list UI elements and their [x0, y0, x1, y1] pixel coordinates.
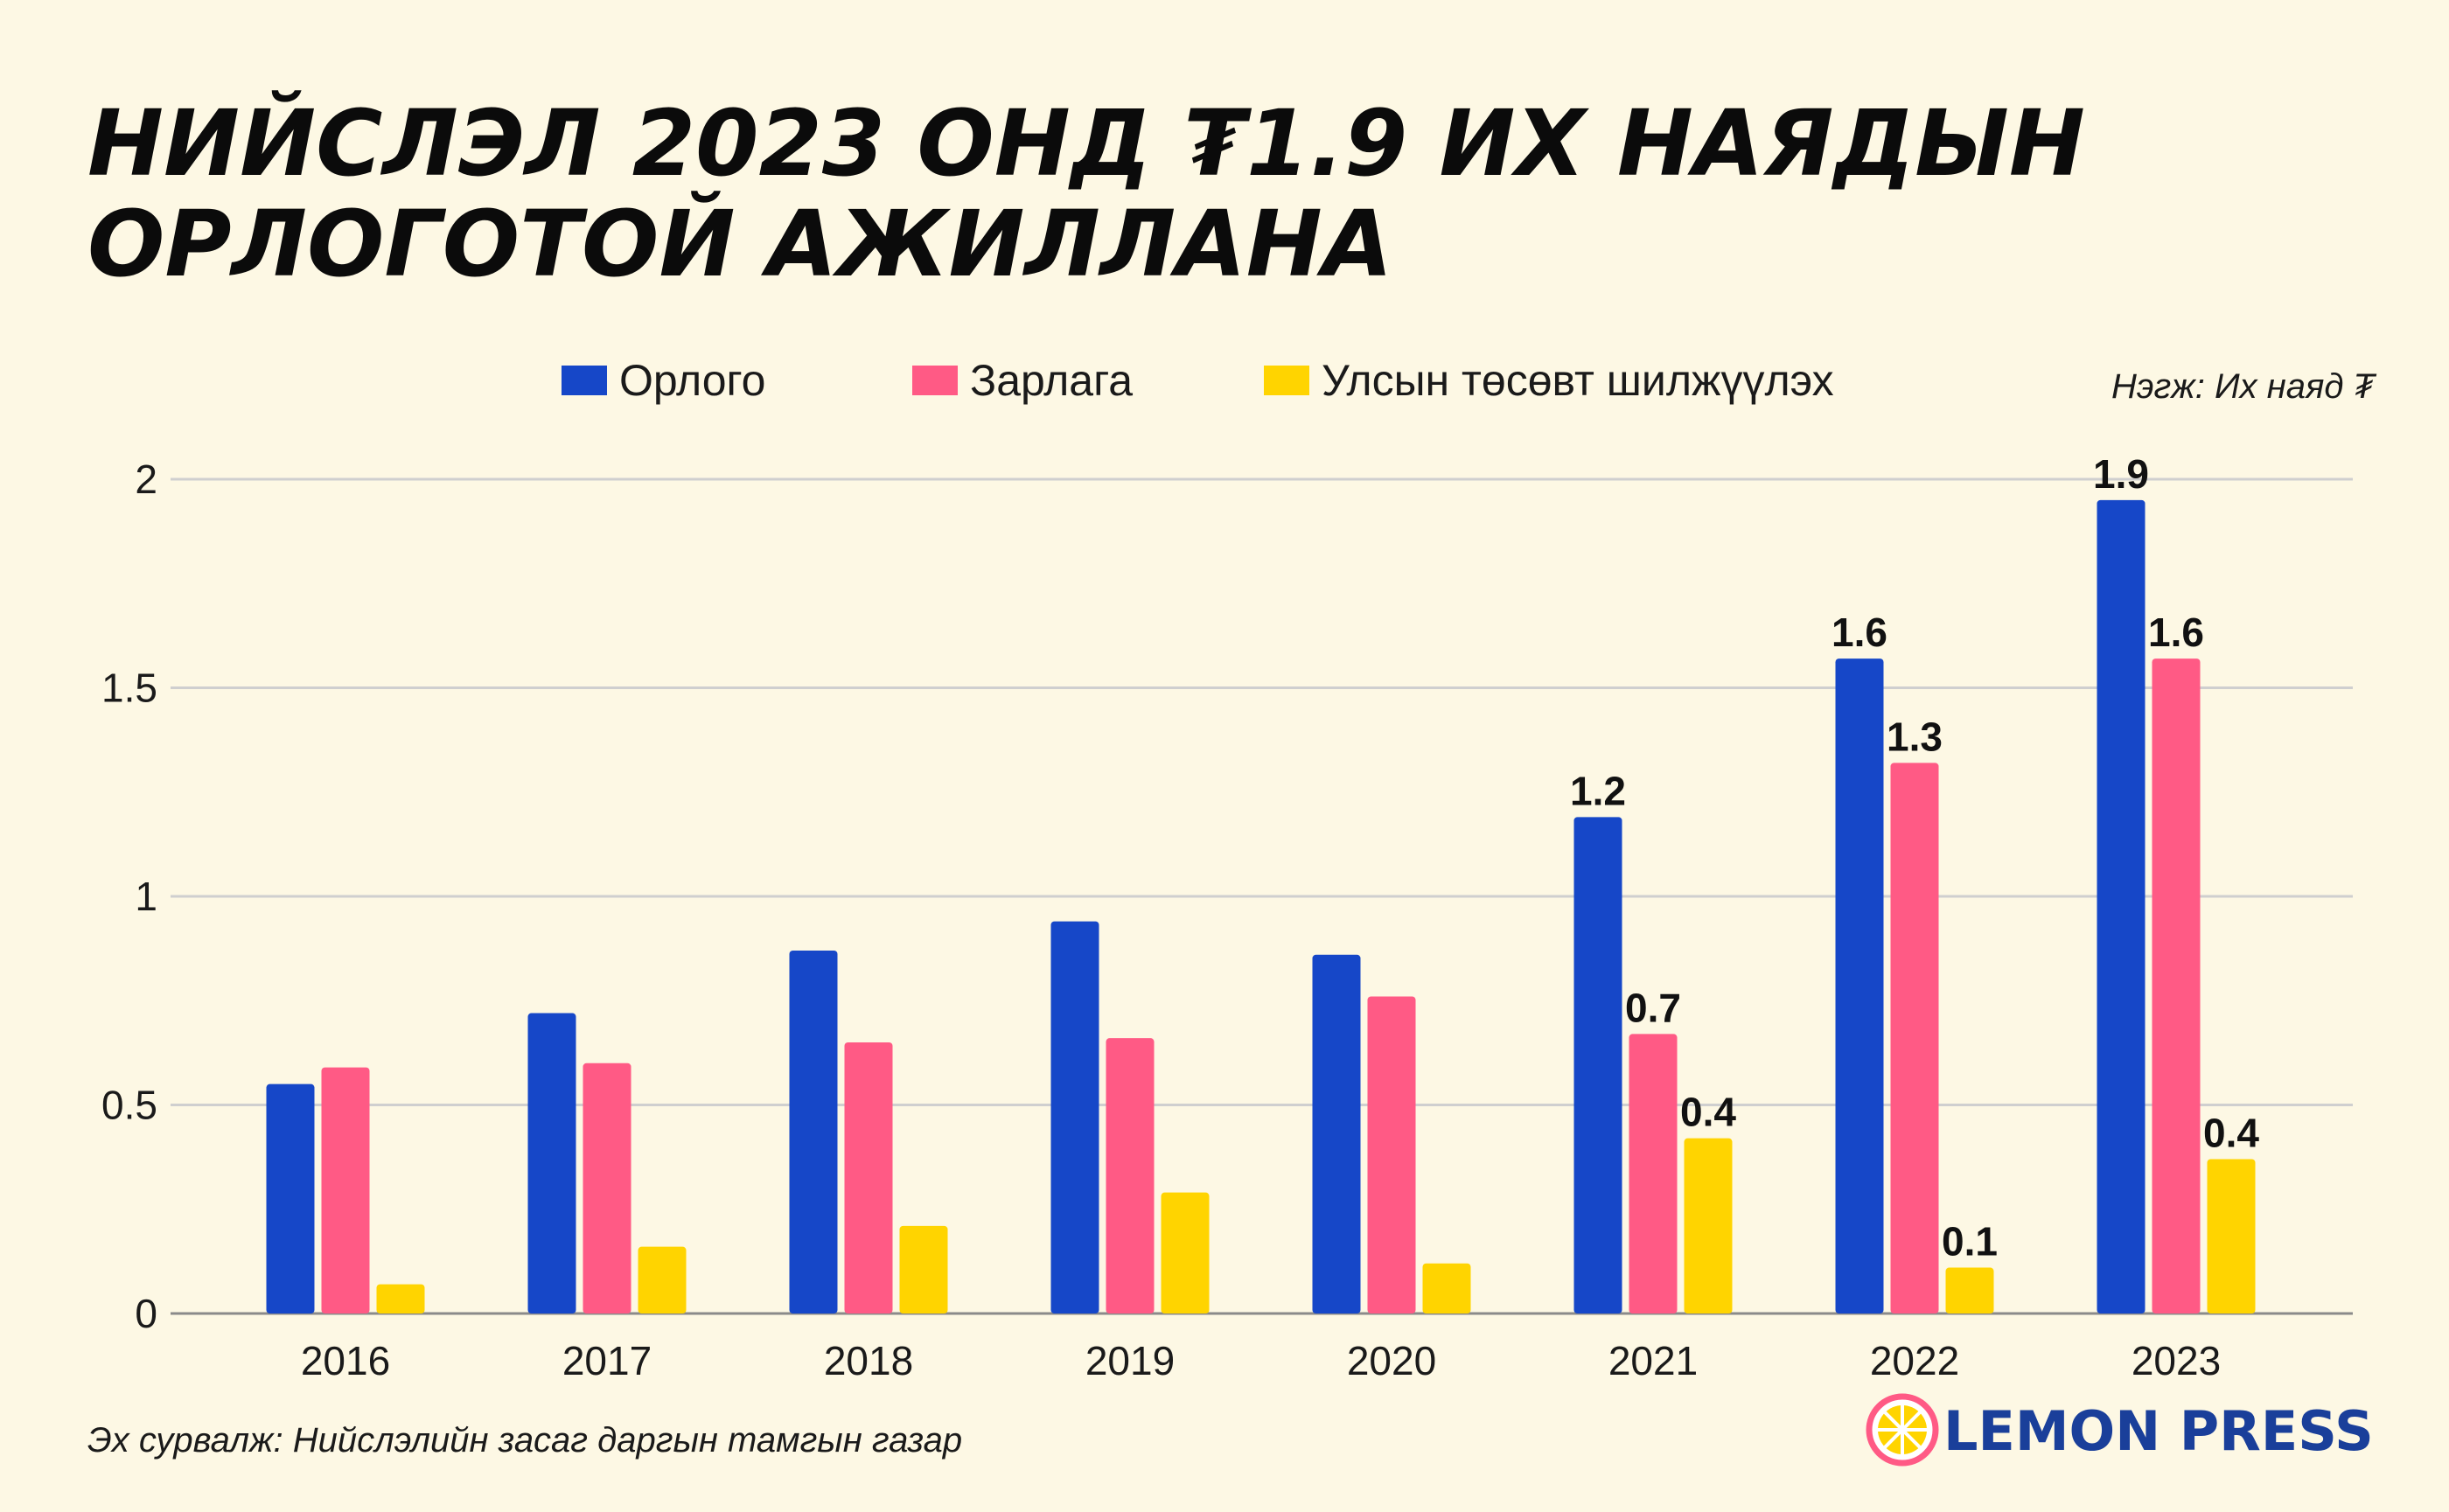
- x-tick-label: 2017: [562, 1338, 652, 1383]
- bar-2019-series-2: [1161, 1192, 1210, 1313]
- x-tick-label: 2019: [1085, 1338, 1175, 1383]
- legend-swatch-1: [912, 366, 958, 395]
- bar-2017-series-2: [638, 1246, 687, 1313]
- y-tick-label: 0: [135, 1291, 157, 1336]
- data-label: 1.6: [1832, 610, 1887, 655]
- legend: Орлого Зарлага Улсын төсөвт шилжүүлэх: [562, 356, 1834, 405]
- bar-2020-series-0: [1312, 954, 1361, 1313]
- y-tick-label: 0.5: [101, 1083, 157, 1128]
- bar-2021-series-1: [1629, 1034, 1678, 1313]
- data-label: 0.4: [2203, 1111, 2259, 1156]
- bar-2023-series-1: [2152, 658, 2201, 1313]
- source-note: Эх сурвалж: Нийслэлийн засаг даргын тамг…: [87, 1421, 962, 1460]
- bar-2016-series-2: [376, 1284, 425, 1313]
- legend-label-1: Зарлага: [970, 356, 1133, 405]
- bar-2016-series-0: [266, 1083, 315, 1313]
- y-tick-label: 2: [135, 456, 157, 502]
- data-label: 0.4: [1680, 1090, 1736, 1135]
- data-label: 0.1: [1942, 1219, 1998, 1265]
- legend-label-2: Улсын төсөвт шилжүүлэх: [1322, 356, 1834, 405]
- data-label: 0.7: [1625, 985, 1681, 1030]
- x-axis-ticks: 2016 2017 2018 2019 2020 2021 2022 2023: [301, 1338, 2221, 1383]
- bar-2023-series-0: [2097, 499, 2145, 1313]
- bar-2022-series-2: [1945, 1267, 1994, 1313]
- data-label: 1.9: [2093, 451, 2149, 497]
- unit-label: Нэгж: Их наяд ₮: [2111, 367, 2377, 406]
- x-tick-label: 2021: [1608, 1338, 1698, 1383]
- chart-title-line-1: НИЙСЛЭЛ 2023 ОНД ₮1.9 ИХ НАЯДЫН: [87, 90, 2085, 197]
- bar-2022-series-1: [1890, 763, 1939, 1313]
- data-label: 1.3: [1887, 714, 1943, 759]
- bar-2023-series-2: [2207, 1159, 2256, 1313]
- bar-2020-series-2: [1422, 1263, 1471, 1313]
- data-label: 1.6: [2148, 610, 2204, 655]
- x-tick-label: 2018: [824, 1338, 913, 1383]
- bar-2018-series-1: [844, 1042, 893, 1313]
- legend-label-0: Орлого: [619, 356, 765, 405]
- x-tick-label: 2020: [1347, 1338, 1436, 1383]
- y-tick-label: 1.5: [101, 665, 157, 711]
- bars: [266, 499, 2256, 1313]
- logo-text: LEMON PRESS: [1943, 1399, 2374, 1463]
- bar-2018-series-2: [899, 1225, 948, 1313]
- x-tick-label: 2022: [1870, 1338, 1959, 1383]
- lemon-slice-icon: [1866, 1393, 1939, 1467]
- bar-2020-series-1: [1367, 996, 1416, 1313]
- legend-swatch-0: [562, 366, 607, 395]
- bar-2016-series-1: [321, 1067, 370, 1313]
- bar-2018-series-0: [789, 951, 838, 1313]
- bar-2017-series-1: [583, 1063, 631, 1313]
- bar-2022-series-0: [1835, 658, 1884, 1313]
- chart-title-line-2: ОРЛОГОТОЙ АЖИЛЛАНА: [87, 191, 1392, 297]
- bar-2019-series-0: [1050, 921, 1099, 1313]
- data-labels: 1.2 0.7 0.4 1.6 1.3 0.1 1.9 1.6 0.4: [1570, 451, 2259, 1265]
- bar-2021-series-2: [1684, 1138, 1733, 1313]
- bar-2017-series-0: [527, 1013, 576, 1313]
- legend-swatch-2: [1264, 366, 1309, 395]
- bar-2019-series-1: [1106, 1038, 1155, 1313]
- logo: LEMON PRESS: [1866, 1393, 2374, 1467]
- data-label: 1.2: [1570, 768, 1626, 813]
- bar-2021-series-0: [1573, 817, 1622, 1313]
- x-tick-label: 2016: [301, 1338, 390, 1383]
- gridlines: [171, 477, 2353, 1315]
- y-axis-ticks: 0 0.5 1 1.5 2: [101, 456, 157, 1336]
- y-tick-label: 1: [135, 874, 157, 919]
- x-tick-label: 2023: [2132, 1338, 2221, 1383]
